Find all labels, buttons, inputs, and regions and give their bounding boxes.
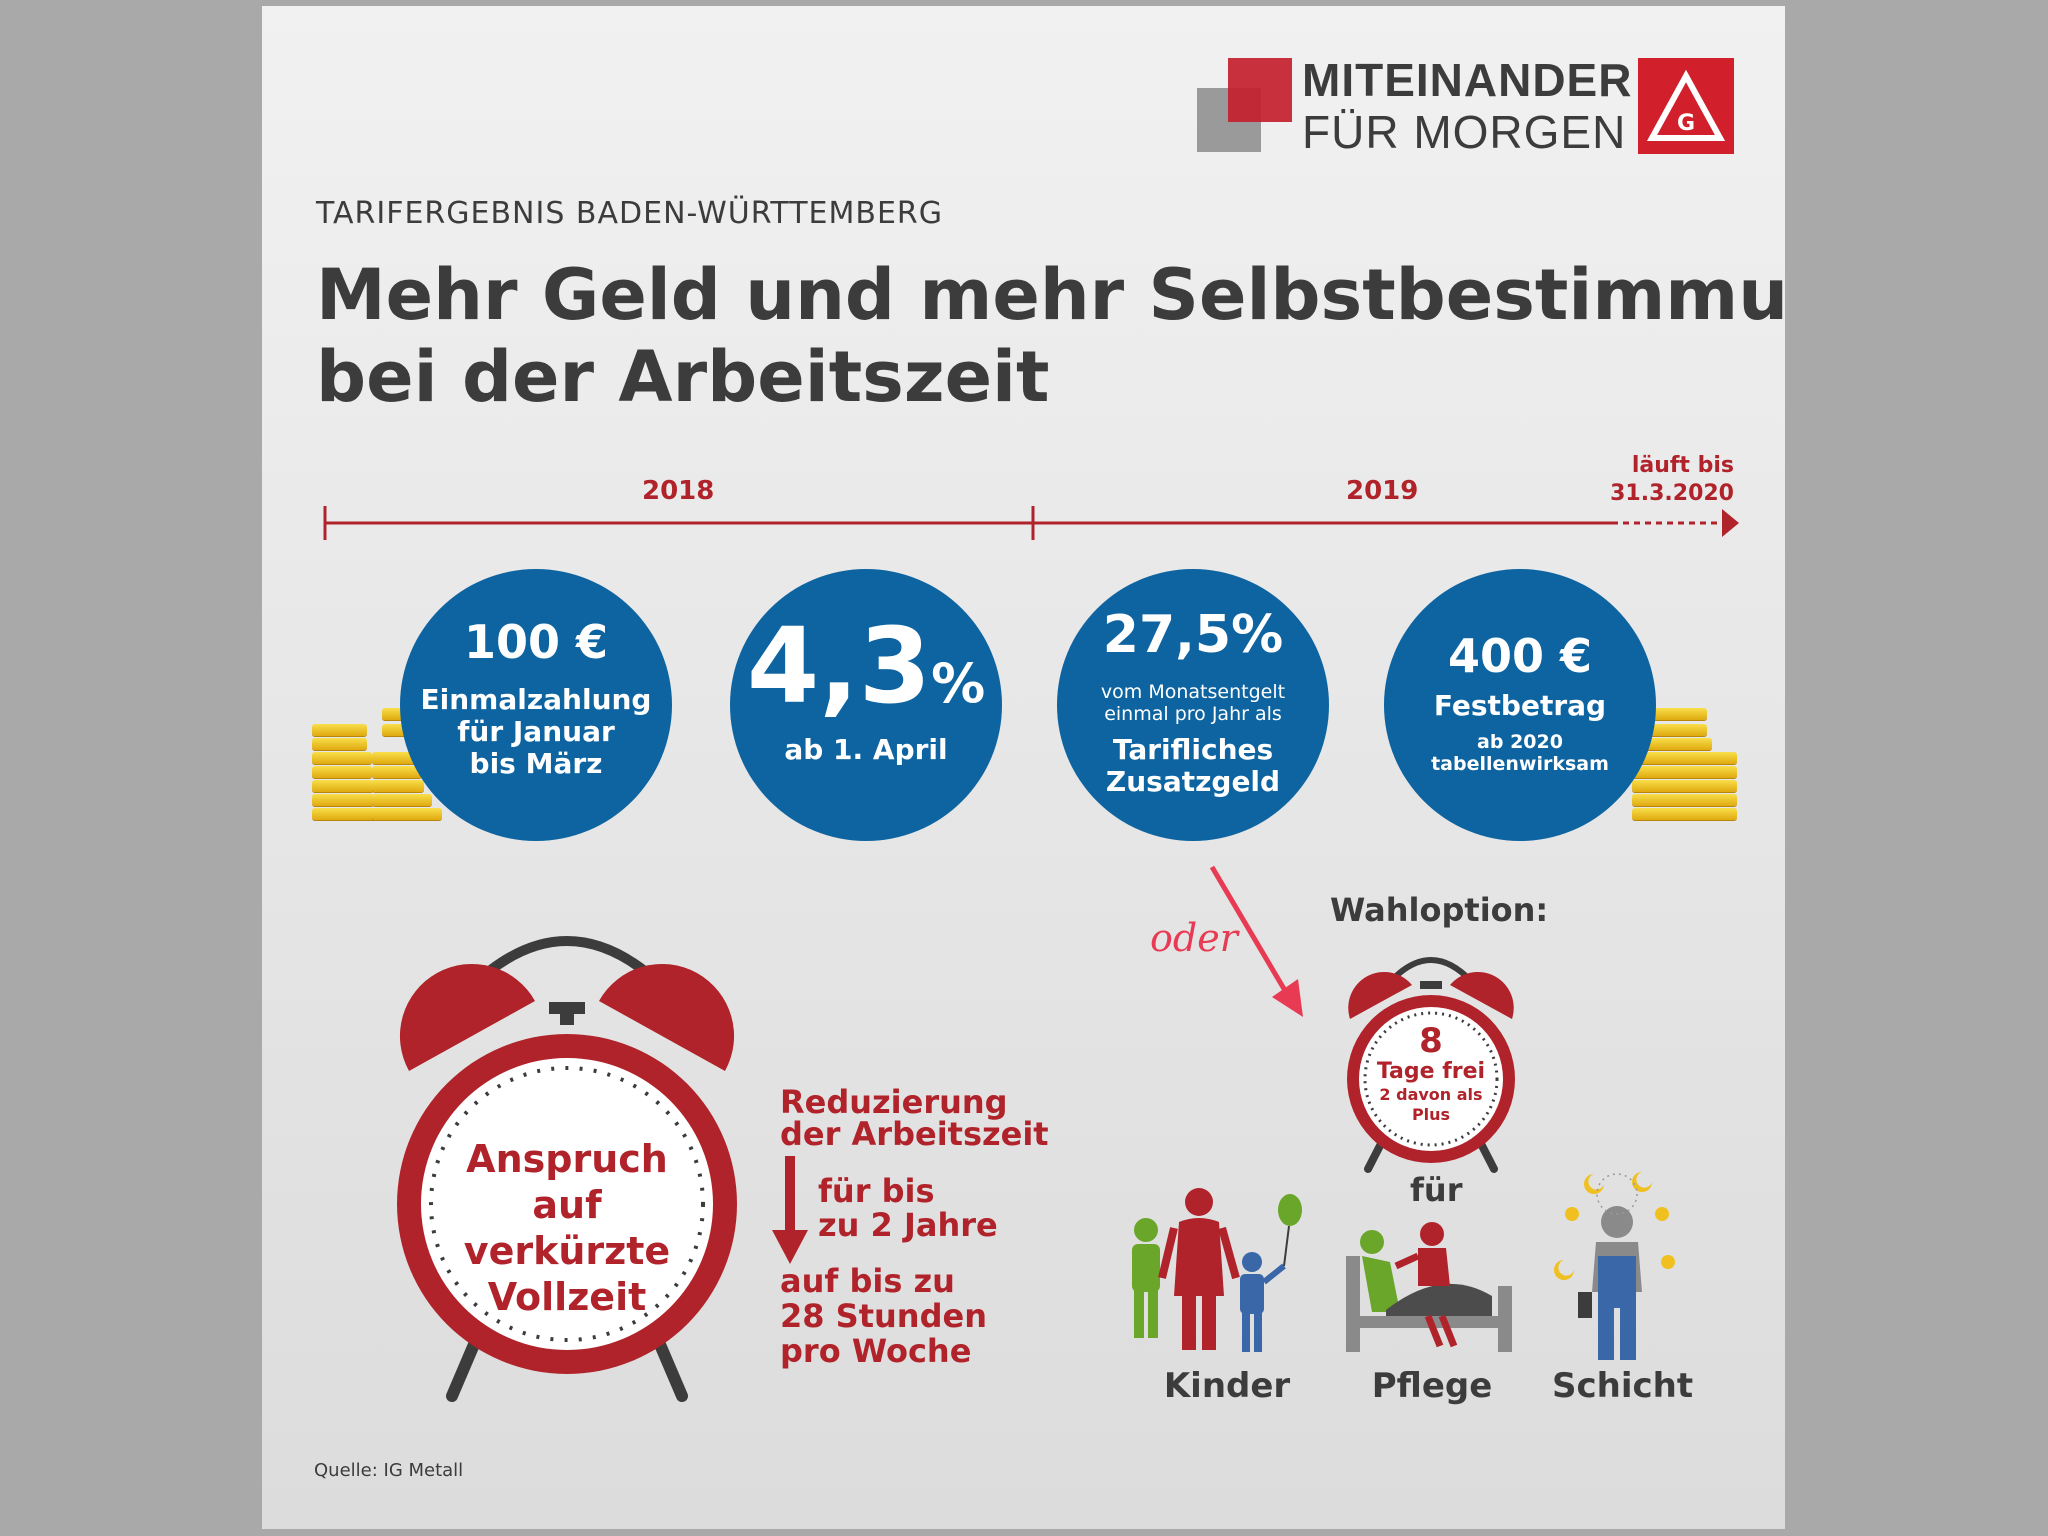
year-2019: 2019 — [1346, 476, 1419, 506]
coins-left-icon — [312, 706, 452, 826]
fuer-label: für — [1410, 1171, 1463, 1209]
reduction-heading: Reduzierung der Arbeitszeit — [780, 1086, 1049, 1150]
source-note: Quelle: IG Metall — [314, 1460, 464, 1481]
logo-line2: FÜR MORGEN — [1302, 106, 1627, 158]
circle-einmalzahlung: 100 € Einmalzahlung für Januar bis März — [400, 569, 672, 841]
circle4-small1: ab 2020 — [1477, 731, 1563, 753]
circle1-amount: 100 € — [463, 615, 609, 669]
logo-square-red — [1228, 58, 1292, 122]
circle-zusatzgeld: 27,5% vom Monatsentgelt einmal pro Jahr … — [1057, 569, 1329, 841]
circle1-line2: für Januar — [457, 715, 615, 748]
reduction-tail2: 28 Stunden — [780, 1297, 987, 1335]
circle-festbetrag: 400 € Festbetrag ab 2020 tabellenwirksam — [1384, 569, 1656, 841]
schicht-label: Schicht — [1552, 1366, 1694, 1406]
small-alarm-clock-icon — [1347, 957, 1515, 1173]
subtitle: TARIFERGEBNIS BADEN-WÜRTTEMBERG — [316, 196, 944, 231]
family-icon — [1132, 1188, 1302, 1352]
reduction-tail1: auf bis zu — [780, 1262, 955, 1300]
small-clock-line1: Tage frei — [1376, 1059, 1486, 1084]
wahloption-title: Wahloption: — [1330, 891, 1549, 929]
reduction-tail3: pro Woche — [780, 1332, 972, 1370]
circle4-small2: tabellenwirksam — [1431, 753, 1609, 775]
timeline-arrow — [323, 506, 1739, 540]
kinder-label: Kinder — [1163, 1366, 1291, 1406]
alarm-clock-icon — [397, 936, 737, 1402]
title-line-1: Mehr Geld und mehr Selbstbestimmung — [316, 254, 1785, 336]
reduction-duration: für bis zu 2 Jahre — [818, 1174, 998, 1242]
small-clock-text: 8 Tage frei 2 davon als Plus — [1366, 1023, 1496, 1125]
logo: MITEINANDER FÜR MORGEN G — [262, 6, 1785, 166]
oder-label: oder — [1150, 916, 1238, 960]
timeline-end-label: läuft bis 31.3.2020 — [1592, 452, 1734, 508]
care-bed-icon — [1346, 1222, 1512, 1352]
timeline-end-line1: läuft bis — [1631, 453, 1734, 478]
circle1-line3: bis März — [469, 747, 603, 780]
clock-line2: auf verkürzte — [463, 1183, 671, 1273]
reduction-head1: Reduzierung — [780, 1083, 1008, 1121]
pflege-label: Pflege — [1371, 1366, 1493, 1406]
circle2-value: 4,3% — [730, 605, 1002, 727]
circle3-line2: Zusatzgeld — [1105, 765, 1281, 798]
circle4-line1: Festbetrag — [1433, 689, 1607, 722]
clock-line3: Vollzeit — [487, 1275, 647, 1319]
circle2-line1: ab 1. April — [784, 733, 948, 766]
logo-line1: MITEINANDER — [1302, 54, 1633, 106]
shift-worker-icon — [1554, 1172, 1675, 1360]
oder-arrow-icon — [1209, 865, 1303, 1017]
small-clock-small1: 2 davon als — [1379, 1085, 1483, 1104]
year-2018: 2018 — [642, 476, 715, 506]
circle3-line1: Tarifliches — [1112, 733, 1274, 766]
reduction-hours: auf bis zu 28 Stunden pro Woche — [780, 1264, 987, 1369]
svg-text:G: G — [1677, 111, 1695, 136]
circle2-percent: % — [931, 652, 986, 715]
down-arrow-icon — [772, 1156, 808, 1264]
circle-percent-increase: 4,3% ab 1. April — [730, 569, 1002, 841]
clock-line1: Anspruch — [466, 1137, 668, 1181]
reduction-head2: der Arbeitszeit — [780, 1115, 1049, 1153]
circle3-value: 27,5% — [1102, 605, 1284, 665]
small-clock-small2: Plus — [1411, 1105, 1451, 1124]
igm-emblem-icon: G — [1638, 58, 1734, 154]
circle4-amount: 400 € — [1447, 629, 1593, 683]
circle3-small1: vom Monatsentgelt — [1100, 681, 1286, 703]
reduction-mid2: zu 2 Jahre — [818, 1206, 998, 1244]
title-line-2: bei der Arbeitszeit — [316, 336, 1050, 418]
logo-wordmark: MITEINANDER FÜR MORGEN — [1302, 54, 1632, 158]
circle3-small2: einmal pro Jahr als — [1104, 703, 1282, 725]
small-clock-number: 8 — [1419, 1021, 1443, 1061]
infographic-card: MITEINANDER FÜR MORGEN G TARIFERGEBNIS B… — [262, 6, 1785, 1529]
clock-text: Anspruch auf verkürzte Vollzeit — [432, 1136, 702, 1320]
reduction-mid1: für bis — [818, 1172, 935, 1210]
timeline-end-line2: 31.3.2020 — [1610, 481, 1734, 506]
circle1-line1: Einmalzahlung — [420, 683, 652, 716]
circle2-number: 4,3 — [746, 605, 932, 727]
